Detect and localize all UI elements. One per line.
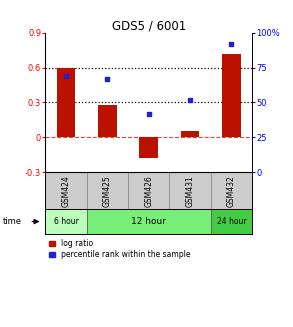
Bar bbox=[222, 54, 241, 137]
Bar bbox=[45, 172, 87, 209]
Point bbox=[146, 111, 151, 116]
Text: GSM432: GSM432 bbox=[227, 175, 236, 207]
Bar bbox=[211, 209, 252, 234]
Bar bbox=[181, 131, 199, 137]
Text: GSM424: GSM424 bbox=[62, 175, 71, 207]
Point bbox=[229, 41, 234, 46]
Bar bbox=[98, 105, 117, 137]
Bar bbox=[87, 172, 128, 209]
Text: GSM431: GSM431 bbox=[185, 175, 195, 207]
Bar bbox=[45, 209, 87, 234]
Point bbox=[188, 97, 193, 102]
Bar bbox=[211, 172, 252, 209]
Title: GDS5 / 6001: GDS5 / 6001 bbox=[112, 20, 186, 33]
Bar bbox=[169, 172, 211, 209]
Bar bbox=[139, 137, 158, 158]
Point bbox=[64, 73, 69, 78]
Text: 6 hour: 6 hour bbox=[54, 217, 79, 226]
Text: 24 hour: 24 hour bbox=[217, 217, 246, 226]
Bar bbox=[87, 209, 211, 234]
Bar bbox=[57, 68, 75, 137]
Text: time: time bbox=[3, 217, 22, 226]
Point bbox=[105, 76, 110, 81]
Legend: log ratio, percentile rank within the sample: log ratio, percentile rank within the sa… bbox=[49, 239, 190, 259]
Text: GSM425: GSM425 bbox=[103, 175, 112, 207]
Text: GSM426: GSM426 bbox=[144, 175, 153, 207]
Text: 12 hour: 12 hour bbox=[131, 217, 166, 226]
Bar bbox=[128, 172, 169, 209]
